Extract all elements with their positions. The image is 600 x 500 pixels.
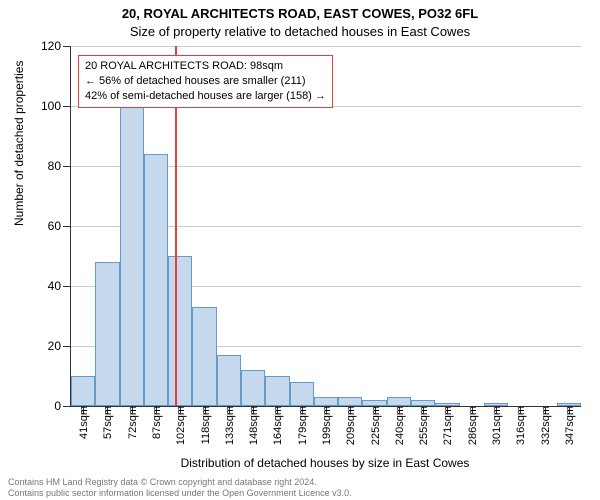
x-tick-label: 255sqm [416, 406, 430, 445]
x-tick-label: 301sqm [489, 406, 503, 445]
histogram-bar [557, 403, 581, 406]
x-tick-label: 72sqm [125, 406, 139, 439]
y-tick-label: 0 [54, 399, 71, 413]
histogram-bar [362, 400, 386, 406]
y-tick-label: 20 [48, 339, 71, 353]
histogram-bar [71, 376, 95, 406]
x-tick-label: 41sqm [76, 406, 90, 439]
histogram-bar [290, 382, 314, 406]
footer-line-2: Contains public sector information licen… [8, 488, 592, 499]
histogram-bar [95, 262, 119, 406]
x-tick-label: 133sqm [222, 406, 236, 445]
chart-title-sub: Size of property relative to detached ho… [0, 24, 600, 39]
x-tick-label: 209sqm [343, 406, 357, 445]
x-tick-label: 148sqm [246, 406, 260, 445]
histogram-bar [192, 307, 216, 406]
histogram-bar [484, 403, 508, 406]
histogram-bar [168, 256, 192, 406]
x-axis-label: Distribution of detached houses by size … [70, 456, 580, 470]
y-tick-label: 80 [48, 159, 71, 173]
x-tick-label: 316sqm [513, 406, 527, 445]
x-tick-label: 240sqm [392, 406, 406, 445]
x-tick-label: 57sqm [100, 406, 114, 439]
y-axis-label: Number of detached properties [12, 61, 26, 226]
x-tick-label: 199sqm [319, 406, 333, 445]
x-tick-label: 118sqm [198, 406, 212, 444]
histogram-bar [387, 397, 411, 406]
histogram-bar [411, 400, 435, 406]
annotation-line-2: ← 56% of detached houses are smaller (21… [85, 74, 326, 89]
annotation-line-3: 42% of semi-detached houses are larger (… [85, 89, 326, 104]
y-tick-label: 60 [48, 219, 71, 233]
x-tick-label: 225sqm [368, 406, 382, 445]
y-tick-label: 100 [41, 99, 71, 113]
x-tick-label: 286sqm [465, 406, 479, 445]
histogram-bar [144, 154, 168, 406]
y-tick-label: 40 [48, 279, 71, 293]
x-tick-label: 102sqm [173, 406, 187, 445]
x-tick-label: 347sqm [562, 406, 576, 445]
chart-title-main: 20, ROYAL ARCHITECTS ROAD, EAST COWES, P… [0, 6, 600, 21]
chart-root: 20, ROYAL ARCHITECTS ROAD, EAST COWES, P… [0, 0, 600, 500]
footer-attribution: Contains HM Land Registry data © Crown c… [8, 477, 592, 500]
histogram-bar [241, 370, 265, 406]
x-tick-label: 332sqm [538, 406, 552, 445]
histogram-bar [435, 403, 459, 406]
annotation-line-1: 20 ROYAL ARCHITECTS ROAD: 98sqm [85, 59, 326, 74]
x-tick-label: 271sqm [440, 406, 454, 445]
histogram-bar [120, 106, 144, 406]
histogram-bar [338, 397, 362, 406]
x-tick-label: 179sqm [295, 406, 309, 445]
grid-line [71, 46, 581, 47]
footer-line-1: Contains HM Land Registry data © Crown c… [8, 477, 592, 488]
annotation-box: 20 ROYAL ARCHITECTS ROAD: 98sqm ← 56% of… [78, 55, 333, 108]
histogram-bar [265, 376, 289, 406]
x-tick-label: 164sqm [270, 406, 284, 445]
histogram-bar [217, 355, 241, 406]
y-tick-label: 120 [41, 39, 71, 53]
x-tick-label: 87sqm [149, 406, 163, 439]
histogram-bar [314, 397, 338, 406]
